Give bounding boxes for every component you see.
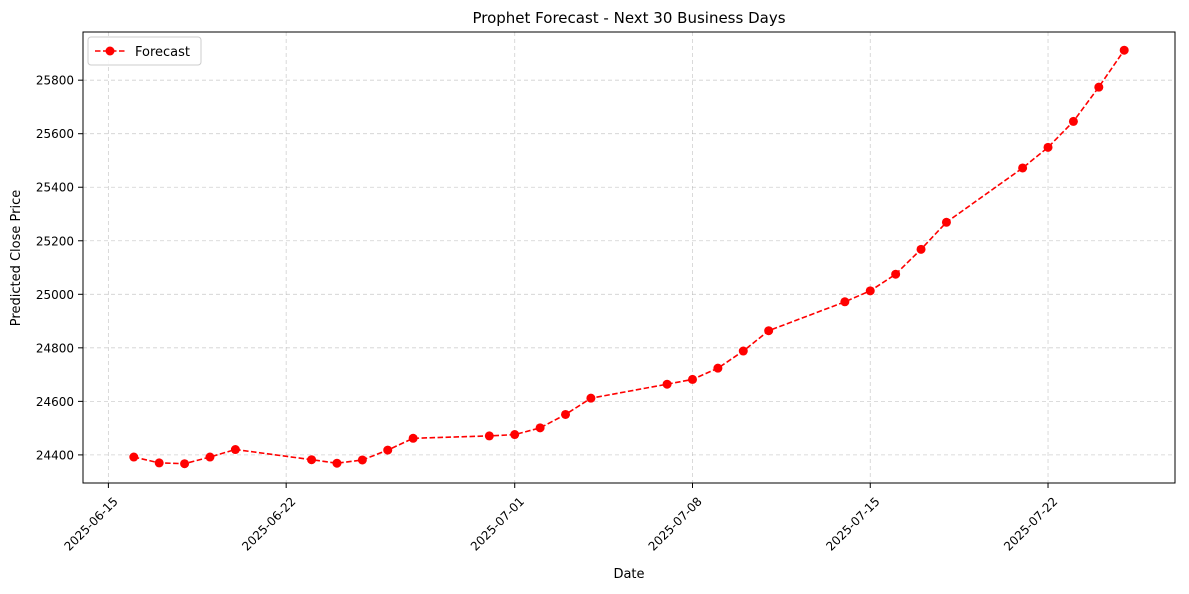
x-axis-label: Date xyxy=(613,567,644,582)
forecast-point xyxy=(510,430,520,440)
forecast-point xyxy=(941,217,951,227)
legend-box xyxy=(87,36,202,66)
forecast-point xyxy=(535,423,545,433)
forecast-point xyxy=(154,458,164,468)
forecast-point xyxy=(687,374,697,384)
forecast-point xyxy=(383,445,393,455)
y-tick-label: 25600 xyxy=(36,127,74,141)
axes-frame xyxy=(82,31,1176,484)
forecast-point xyxy=(1043,142,1053,152)
chart-title: Prophet Forecast - Next 30 Business Days xyxy=(472,9,785,27)
forecast-point xyxy=(891,269,901,279)
y-tick-label: 25400 xyxy=(36,181,74,195)
forecast-point xyxy=(180,459,190,469)
forecast-point xyxy=(865,286,875,296)
forecast-point xyxy=(1119,45,1129,55)
forecast-point xyxy=(484,431,494,441)
legend: Forecast xyxy=(87,36,202,66)
series-layer xyxy=(129,45,1129,469)
grid-lines xyxy=(83,32,1175,483)
forecast-point xyxy=(713,363,723,373)
forecast-point xyxy=(129,452,139,462)
forecast-point xyxy=(662,379,672,389)
y-tick-label: 25800 xyxy=(36,74,74,88)
forecast-series-line xyxy=(133,49,1125,465)
y-axis-label: Predicted Close Price xyxy=(9,190,24,326)
forecast-point xyxy=(205,452,215,462)
forecast-point xyxy=(332,458,342,468)
y-axis-ticks: 24400 24600 24800 25000 25200 25400 25600 25800 xyxy=(36,74,83,462)
forecast-point xyxy=(1094,82,1104,92)
y-tick-label: 24400 xyxy=(36,448,74,462)
forecast-point xyxy=(408,433,418,443)
forecast-point xyxy=(1068,116,1078,126)
forecast-point xyxy=(307,455,317,465)
y-tick-label: 25200 xyxy=(36,234,74,248)
y-tick-label: 24600 xyxy=(36,395,74,409)
legend-label: Forecast xyxy=(135,45,190,60)
forecast-point xyxy=(916,244,926,254)
y-tick-label: 25000 xyxy=(36,288,74,302)
forecast-point xyxy=(738,346,748,356)
forecast-point xyxy=(764,326,774,336)
forecast-point xyxy=(561,409,571,419)
forecast-point xyxy=(357,455,367,465)
forecast-point xyxy=(230,445,240,455)
forecast-point xyxy=(586,393,596,403)
y-tick-label: 24800 xyxy=(36,341,74,355)
forecast-point xyxy=(1018,163,1028,173)
legend-marker-swatch xyxy=(105,46,115,56)
forecast-point xyxy=(840,297,850,307)
